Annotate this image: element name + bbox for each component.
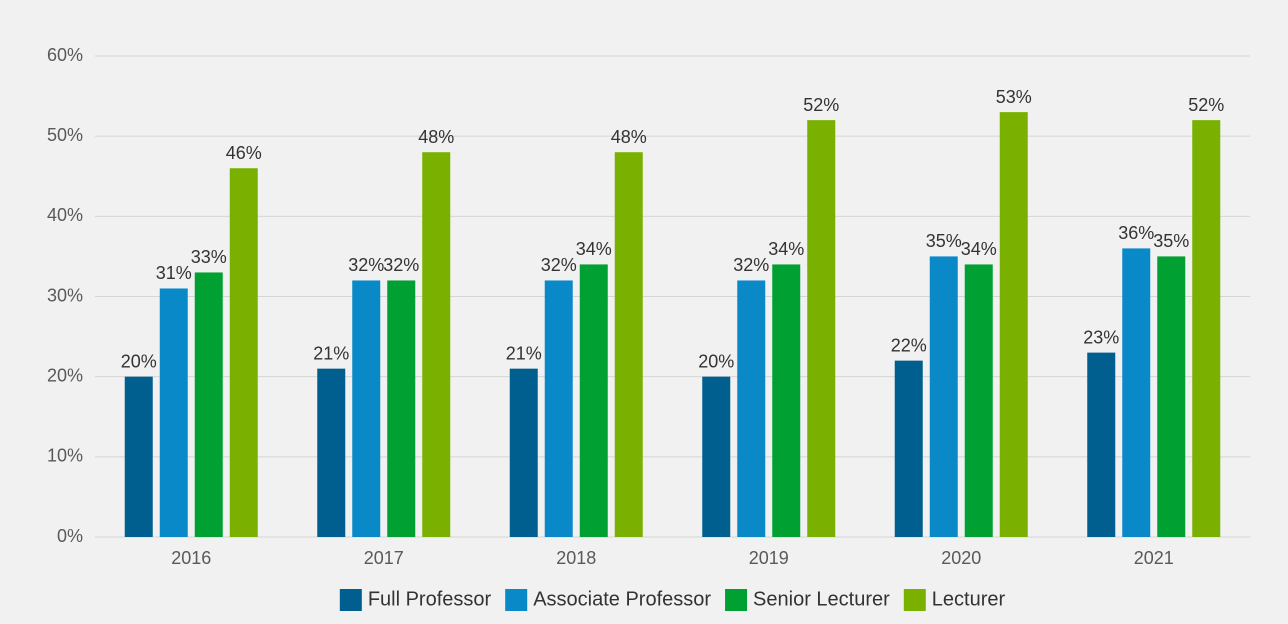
data-label: 34%: [576, 239, 612, 259]
data-label: 32%: [733, 255, 769, 275]
data-label: 22%: [891, 335, 927, 355]
data-label: 32%: [383, 255, 419, 275]
y-tick-label: 30%: [47, 285, 83, 305]
bar: [1122, 248, 1151, 537]
bar: [894, 360, 923, 537]
bar: [999, 112, 1028, 537]
legend-label: Associate Professor: [533, 588, 711, 610]
legend-label: Full Professor: [368, 588, 492, 610]
data-label: 20%: [121, 351, 157, 371]
bar: [352, 280, 381, 537]
bar: [317, 368, 346, 537]
data-label: 52%: [1188, 95, 1224, 115]
legend-label: Lecturer: [932, 588, 1006, 610]
data-label: 53%: [996, 87, 1032, 107]
data-label: 34%: [768, 239, 804, 259]
data-label: 23%: [1083, 327, 1119, 347]
data-label: 46%: [226, 143, 262, 163]
y-tick-label: 50%: [47, 125, 83, 145]
data-label: 34%: [961, 239, 997, 259]
legend-swatch: [725, 589, 748, 611]
data-label: 31%: [156, 263, 192, 283]
legend-swatch: [903, 589, 926, 611]
bar: [772, 264, 801, 537]
bar: [929, 256, 958, 537]
bar: [964, 264, 993, 537]
data-label: 32%: [541, 255, 577, 275]
data-label: 36%: [1118, 223, 1154, 243]
legend-swatch: [505, 589, 528, 611]
data-label: 20%: [698, 351, 734, 371]
bar: [737, 280, 766, 537]
y-tick-label: 10%: [47, 446, 83, 466]
bar: [579, 264, 608, 537]
bar: [229, 168, 258, 537]
legend-swatch: [339, 589, 362, 611]
y-tick-label: 0%: [57, 526, 83, 546]
data-label: 32%: [348, 255, 384, 275]
bar: [1192, 120, 1221, 537]
bar: [124, 376, 153, 537]
data-label: 52%: [803, 95, 839, 115]
x-tick-label: 2020: [941, 548, 981, 568]
bar: [1087, 352, 1116, 537]
x-tick-label: 2019: [749, 548, 789, 568]
x-tick-label: 2016: [171, 548, 211, 568]
x-tick-label: 2021: [1134, 548, 1174, 568]
y-tick-label: 20%: [47, 365, 83, 385]
data-label: 48%: [611, 127, 647, 147]
y-tick-label: 60%: [47, 45, 83, 65]
data-label: 35%: [926, 231, 962, 251]
data-label: 48%: [418, 127, 454, 147]
bar: [544, 280, 573, 537]
x-tick-label: 2018: [556, 548, 596, 568]
bar: [159, 288, 188, 537]
legend-label: Senior Lecturer: [753, 588, 890, 610]
data-label: 21%: [313, 343, 349, 363]
x-tick-label: 2017: [364, 548, 404, 568]
bar: [614, 152, 643, 537]
bar: [387, 280, 416, 537]
bar: [702, 376, 731, 537]
bar: [194, 272, 223, 537]
y-tick-label: 40%: [47, 205, 83, 225]
bar: [422, 152, 451, 537]
data-label: 21%: [506, 343, 542, 363]
data-label: 35%: [1153, 231, 1189, 251]
bar: [807, 120, 836, 537]
bar: [509, 368, 538, 537]
data-label: 33%: [191, 247, 227, 267]
bar: [1157, 256, 1186, 537]
